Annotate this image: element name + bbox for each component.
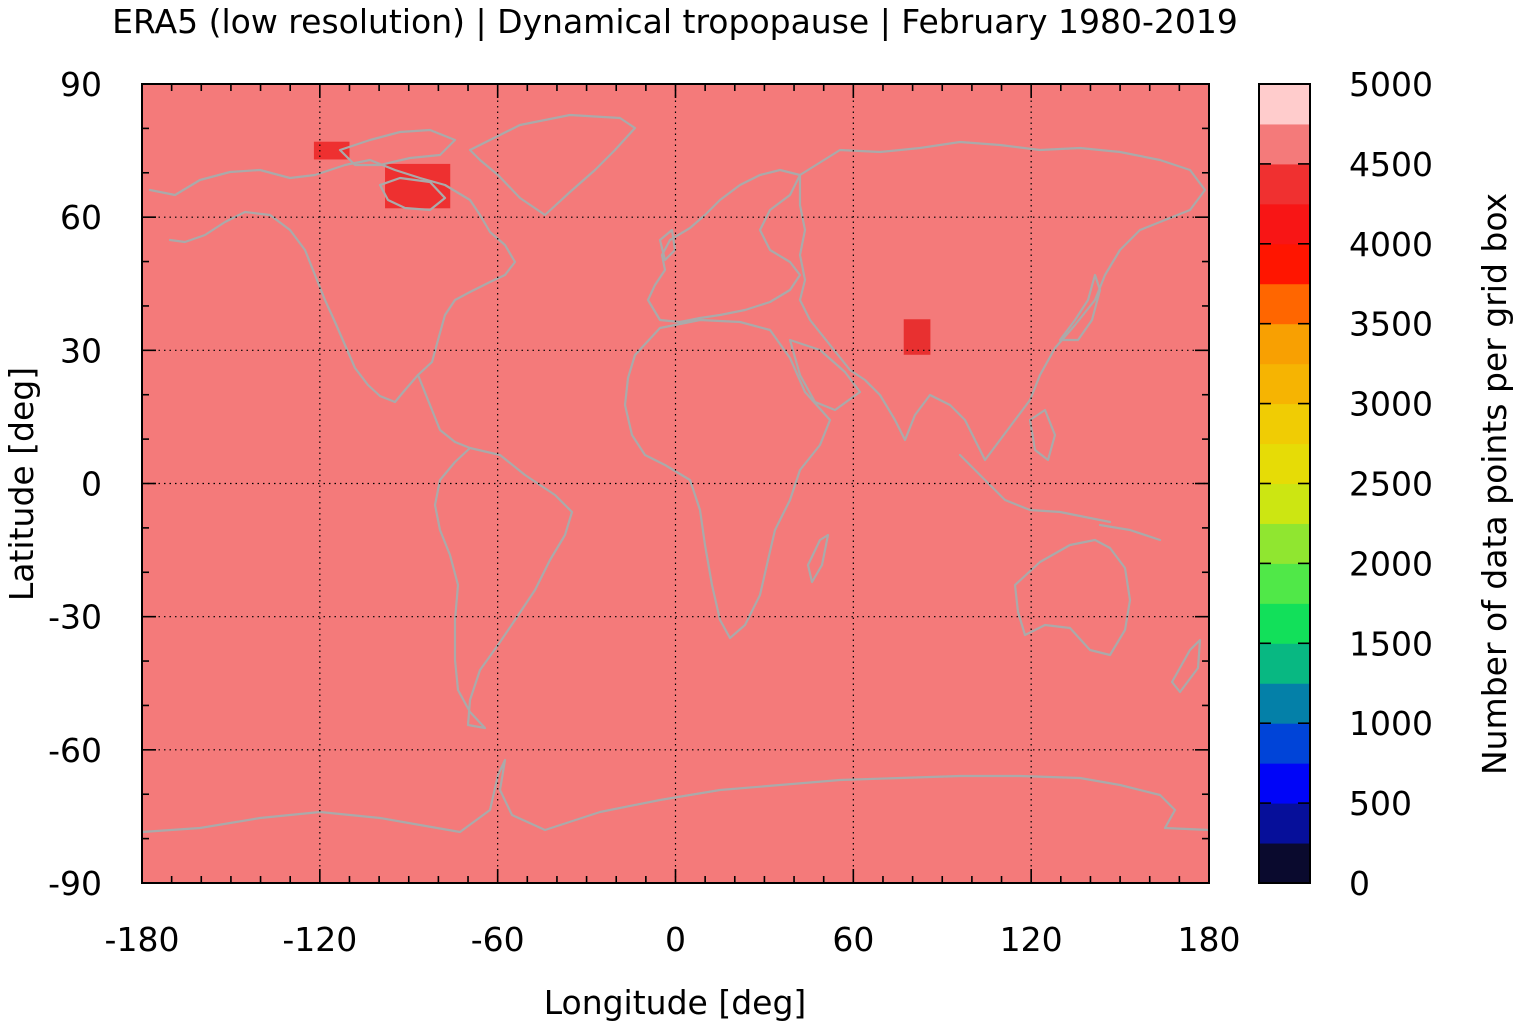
x-tick-label-2: -60 [471, 920, 525, 959]
y-tick-label-1: 60 [60, 198, 102, 237]
colorbar-bin-18 [1259, 123, 1310, 165]
colorbar-bin-6 [1259, 603, 1310, 644]
colorbar-tick-label-7: 3500 [1349, 305, 1433, 344]
colorbar-bin-3 [1259, 723, 1310, 764]
colorbar-bin-8 [1259, 523, 1310, 564]
y-axis: 90 60 30 0 -30 -60 -90 [48, 65, 1209, 903]
y-tick-label-2: 30 [60, 331, 102, 370]
y-tick-label-4: -30 [48, 598, 102, 637]
chart-title: ERA5 (low resolution) | Dynamical tropop… [112, 2, 1238, 41]
colorbar-tick-label-1: 500 [1349, 784, 1412, 823]
y-tick-label-3: 0 [81, 465, 102, 504]
colorbar-bin-0 [1259, 843, 1310, 884]
colorbar-bin-17 [1259, 163, 1310, 205]
x-tick-label-6: 180 [1178, 920, 1241, 959]
colorbar-tick-label-2: 1000 [1349, 704, 1433, 743]
colorbar-bin-19 [1259, 84, 1310, 125]
colorbar-bin-1 [1259, 803, 1310, 844]
colorbar-tick-label-6: 3000 [1349, 385, 1433, 424]
colorbar [1259, 84, 1310, 884]
x-axis-label: Longitude [deg] [544, 983, 807, 1022]
x-axis: -180 -120 -60 0 60 120 180 [105, 84, 1241, 959]
y-tick-label-6: -90 [48, 864, 102, 903]
grid-lines [142, 84, 1209, 883]
x-tick-label-3: 0 [665, 920, 686, 959]
value-region-2 [903, 319, 931, 355]
x-tick-label-4: 60 [832, 920, 874, 959]
x-tick-label-1: -120 [282, 920, 357, 959]
colorbar-bin-2 [1259, 763, 1310, 804]
colorbar-bin-14 [1259, 283, 1310, 325]
colorbar-tick-label-5: 2500 [1349, 465, 1433, 504]
y-tick-label-5: -60 [48, 731, 102, 770]
colorbar-bin-13 [1259, 323, 1310, 365]
colorbar-tick-label-0: 0 [1349, 864, 1370, 903]
colorbar-bin-9 [1259, 483, 1310, 524]
colorbar-bin-10 [1259, 443, 1310, 484]
colorbar-bin-7 [1259, 563, 1310, 604]
colorbar-bin-16 [1259, 203, 1310, 245]
colorbar-tick-label-10: 5000 [1349, 65, 1433, 104]
x-tick-label-5: 120 [1000, 920, 1063, 959]
y-tick-label-0: 90 [60, 65, 102, 104]
colorbar-bin-5 [1259, 643, 1310, 684]
colorbar-tick-label-8: 4000 [1349, 225, 1433, 264]
coastlines [140, 113, 1211, 834]
colorbar-bin-11 [1259, 403, 1310, 445]
colorbar-tick-label-3: 1500 [1349, 624, 1433, 663]
y-axis-label: Latitude [deg] [2, 367, 41, 601]
colorbar-bin-15 [1259, 243, 1310, 285]
colorbar-bin-4 [1259, 683, 1310, 724]
colorbar-tick-label-9: 4500 [1349, 145, 1433, 184]
colorbar-bin-12 [1259, 363, 1310, 405]
value-region-1 [313, 141, 350, 160]
colorbar-label: Number of data points per grid box [1475, 193, 1514, 775]
colorbar-ticks: 0 500 1000 1500 2000 2500 3000 3500 4000 4500 5000 [1259, 65, 1433, 903]
x-tick-label-0: -180 [105, 920, 180, 959]
colorbar-tick-label-4: 2000 [1349, 544, 1433, 583]
